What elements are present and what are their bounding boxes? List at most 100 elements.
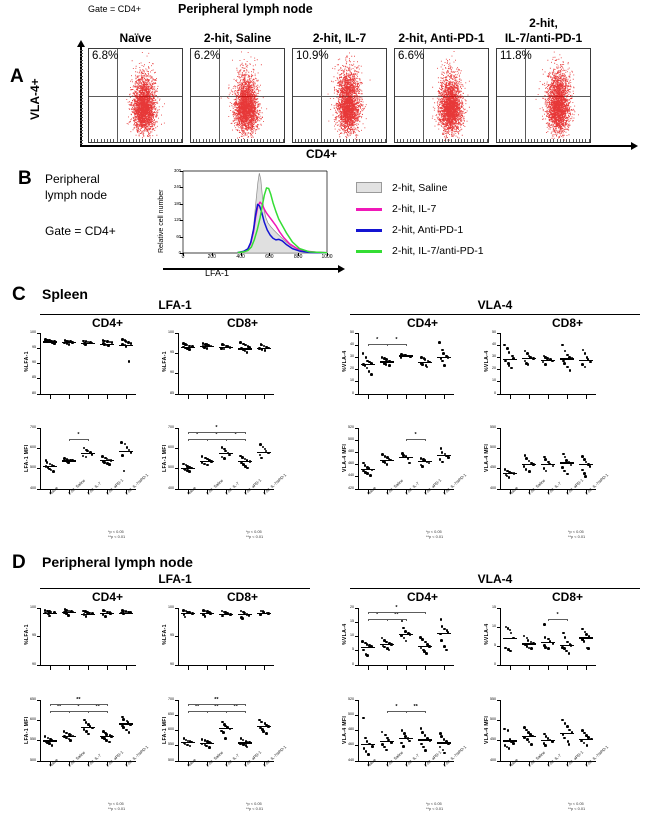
flow-plot-1[interactable]: 6.2%: [190, 48, 285, 143]
data-point: [561, 645, 564, 649]
data-point: [583, 731, 587, 735]
data-point: [103, 615, 107, 618]
data-point: [584, 460, 588, 464]
data-point: [584, 734, 588, 737]
data-point: [206, 740, 209, 743]
x-tickmark: [567, 490, 569, 494]
x-tickmark: [68, 395, 70, 399]
mean-line: [379, 361, 394, 363]
hist-x-tick: 1000: [321, 254, 333, 260]
y-tickmark: [36, 760, 40, 762]
legend-label-3: 2-hit, IL-7/anti-PD-1: [392, 245, 484, 257]
data-point: [441, 359, 444, 363]
data-point: [370, 645, 374, 648]
y-tickmark: [36, 720, 40, 722]
y-tickmark: [354, 357, 358, 359]
data-point: [503, 343, 507, 347]
scatter-plot-c-lfa1-cd8-mfi[interactable]: 400 500 600 700 * * * *: [168, 425, 274, 494]
y-axis-label: %LFA-1: [162, 351, 168, 373]
y-axis-label: VLA-4 MFI: [342, 443, 348, 472]
data-point: [364, 641, 367, 645]
scatter-plot-d-vla4-cd8-pct[interactable]: 0 5 10 15 *: [492, 606, 596, 670]
data-point: [187, 611, 191, 614]
scatter-plot-c-vla4-cd4-mfi[interactable]: 420 440 460 480 500 520 *: [348, 426, 454, 494]
scatter-plot-d-lfa1-cd8-mfi[interactable]: 500 550 600 650 700 ** ** ** **: [168, 697, 274, 766]
data-point: [542, 741, 546, 745]
data-point: [544, 355, 547, 359]
scatter-plot-d-vla4-cd8-mfi[interactable]: 400 450 500 550: [490, 698, 596, 766]
data-point: [446, 456, 450, 459]
mean-line: [61, 460, 76, 462]
data-point: [124, 345, 128, 348]
scatter-plot-c-lfa1-cd4-mfi[interactable]: 400 500 600 700 *: [30, 426, 136, 494]
data-point: [422, 648, 425, 652]
data-point: [587, 736, 590, 739]
data-point: [583, 352, 587, 355]
data-point: [582, 741, 586, 745]
data-point: [361, 352, 365, 355]
scatter-plot-c-vla4-cd8-pct[interactable]: 0 10 20 30 40 50: [492, 331, 596, 399]
data-point: [239, 737, 243, 741]
significance-bar-tick: [386, 343, 388, 346]
scatter-plot-c-vla4-cd8-mfi[interactable]: 400 450 500 550: [490, 426, 596, 494]
data-point: [183, 742, 187, 746]
x-tickmark: [206, 666, 208, 670]
data-point: [569, 463, 573, 467]
significance-bar-tick: [386, 710, 388, 713]
data-point: [509, 649, 512, 653]
data-point: [222, 610, 226, 614]
data-point: [543, 743, 547, 747]
data-point: [101, 338, 105, 342]
data-point: [421, 638, 424, 641]
y-tickmark: [174, 700, 178, 701]
scatter-plot-c-lfa1-cd8-pct[interactable]: 85 90 95 100: [168, 331, 274, 399]
legend-label-0: 2-hit, Saline: [392, 182, 448, 194]
data-point: [561, 718, 565, 722]
scatter-plot-c-vla4-cd4-pct[interactable]: 0 10 20 30 40 50 * *: [350, 331, 454, 399]
y-tick-label: 100: [168, 330, 174, 335]
flow-dot-cloud-3: [431, 51, 470, 141]
y-axis: [358, 428, 360, 490]
mean-line: [238, 614, 253, 616]
data-point: [63, 338, 67, 342]
scatter-plot-d-lfa1-cd4-pct[interactable]: 90 95 100: [30, 606, 136, 670]
scatter-plot-d-lfa1-cd4-mfi[interactable]: 500 550 600 650 ** * ** **: [30, 697, 136, 766]
y-axis-label: %VLA-4: [342, 350, 348, 373]
panel-b-caption-line-2: lymph node: [45, 188, 108, 202]
panel-d-marker-header-vla4: VLA-4: [477, 572, 513, 586]
gate-percent-label-2: 10.9%: [296, 50, 329, 62]
data-point: [563, 455, 567, 459]
panel-c-subset-header-0: CD4+: [91, 316, 123, 330]
scatter-plot-d-vla4-cd4-pct[interactable]: 0 5 10 15 20 * ** *: [350, 605, 454, 670]
flow-dot-cloud-2: [327, 52, 371, 141]
y-tick-label: 5: [352, 647, 354, 652]
data-point: [442, 352, 445, 355]
data-point: [243, 611, 246, 615]
data-point: [439, 732, 442, 735]
significance-star: **: [95, 704, 100, 710]
data-point: [527, 459, 531, 463]
scatter-plot-c-lfa1-cd4-pct[interactable]: 80 85 90 95 100: [30, 331, 136, 399]
data-point: [239, 742, 242, 745]
scatter-plot-d-vla4-cd4-mfi[interactable]: 440 460 480 500 520 * **: [348, 698, 454, 766]
hist-x-tick: 800: [294, 254, 303, 260]
mean-line: [437, 742, 452, 744]
significance-bar-tick: [367, 343, 369, 346]
legend-swatch-1: [356, 208, 382, 211]
flow-plot-0[interactable]: 6.8%: [88, 48, 183, 143]
mean-line: [560, 358, 575, 360]
significance-bar-tick: [406, 710, 407, 713]
flow-plot-3[interactable]: 6.6%: [394, 48, 489, 143]
data-point: [90, 452, 94, 456]
y-tick-label: 650: [30, 697, 36, 702]
y-tickmark: [354, 488, 358, 490]
significance-bar: [548, 618, 568, 620]
flow-plot-4[interactable]: 11.8%: [496, 48, 591, 143]
y-tickmark: [174, 760, 178, 762]
scatter-plot-d-lfa1-cd8-pct[interactable]: 90 95 100: [168, 606, 274, 670]
flow-plot-2[interactable]: 10.9%: [292, 48, 387, 143]
y-tick-label: 550: [168, 742, 174, 747]
data-point: [526, 738, 529, 741]
x-tickmark: [206, 490, 208, 494]
mean-line: [360, 743, 375, 746]
